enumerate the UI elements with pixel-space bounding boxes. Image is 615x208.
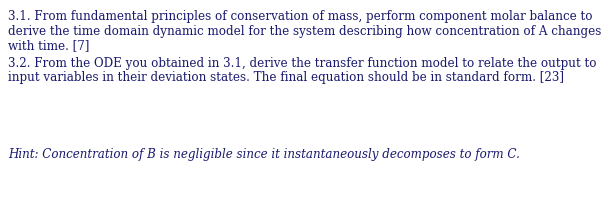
Text: Hint: Concentration of B is negligible since it instantaneously decomposes to fo: Hint: Concentration of B is negligible s… <box>8 148 520 161</box>
Text: 3.2. From the ODE you obtained in 3.1, derive the transfer function model to rel: 3.2. From the ODE you obtained in 3.1, d… <box>8 57 597 70</box>
Text: derive the time domain dynamic model for the system describing how concentration: derive the time domain dynamic model for… <box>8 25 601 37</box>
Text: with time. [7]: with time. [7] <box>8 39 89 52</box>
Text: input variables in their deviation states. The final equation should be in stand: input variables in their deviation state… <box>8 72 564 84</box>
Text: 3.1. From fundamental principles of conservation of mass, perform component mola: 3.1. From fundamental principles of cons… <box>8 10 592 23</box>
